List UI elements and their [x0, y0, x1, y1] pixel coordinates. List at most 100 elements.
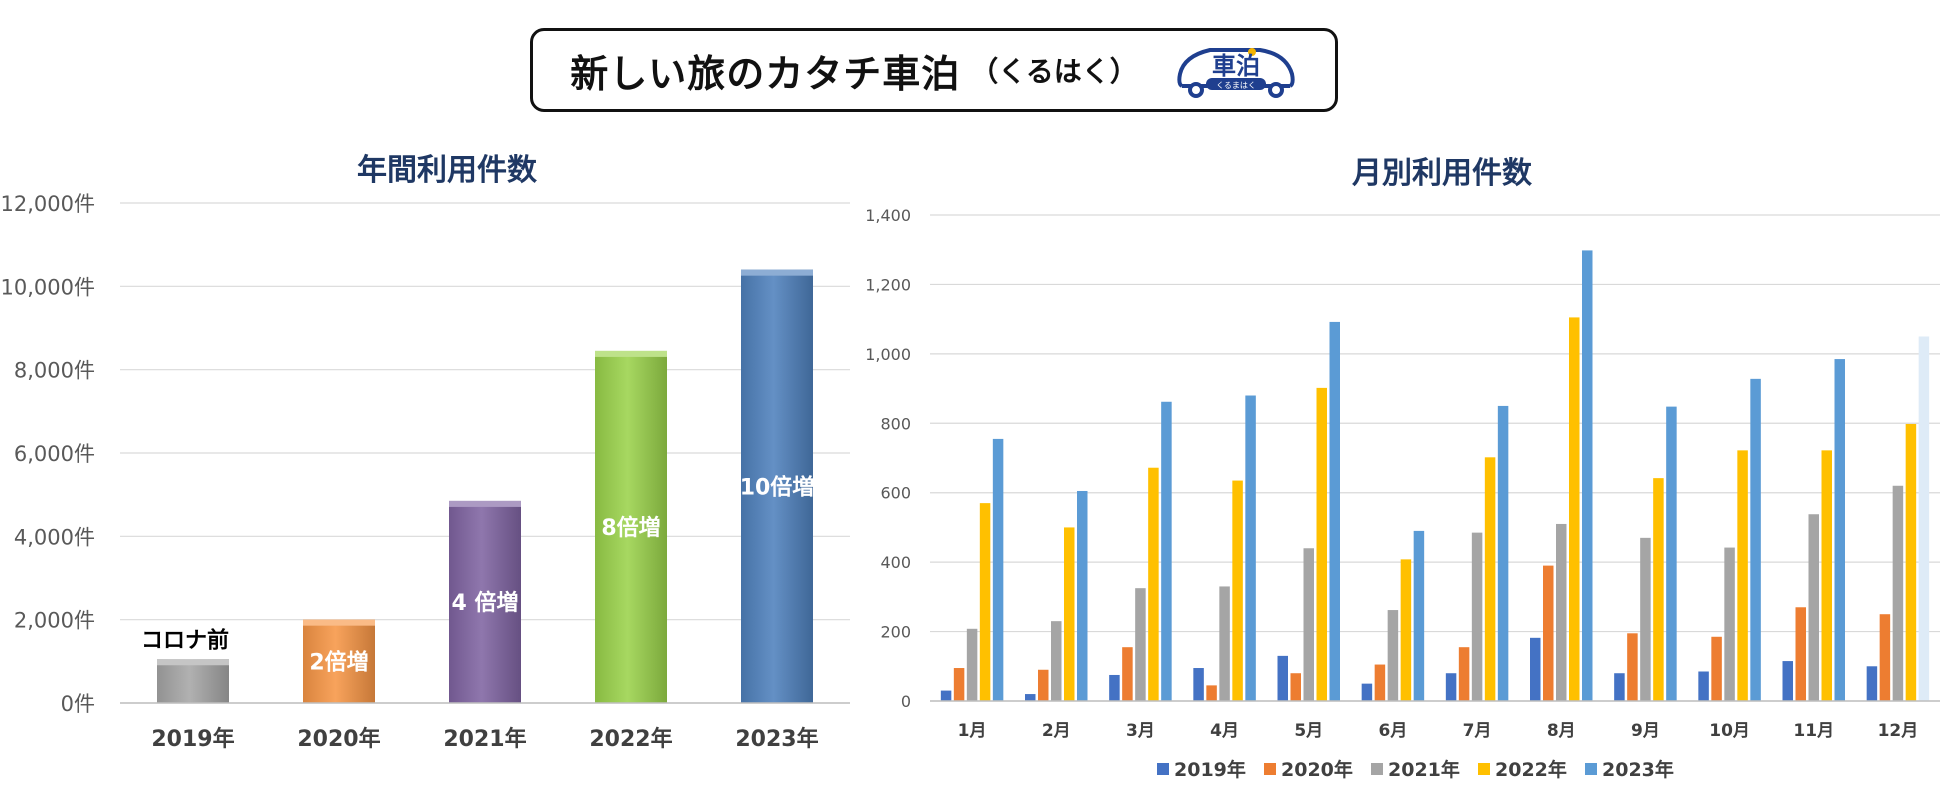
- monthly-bar: [1918, 336, 1930, 701]
- legend-swatch: [1264, 763, 1276, 775]
- monthly-bar: [1640, 537, 1651, 701]
- monthly-bar: [1750, 378, 1761, 701]
- monthly-x-tick-label: 7月: [1463, 721, 1492, 741]
- monthly-bar: [953, 668, 965, 701]
- monthly-bar: [1206, 685, 1217, 701]
- monthly-bar: [1543, 565, 1554, 701]
- monthly-bar: [1316, 387, 1327, 701]
- banner-subtitle: （くるはく）: [970, 55, 1138, 88]
- annual-data-label: 2倍増: [309, 649, 368, 675]
- monthly-x-tick-label: 4月: [1210, 721, 1239, 741]
- monthly-bar: [1277, 655, 1288, 701]
- monthly-bar: [1038, 669, 1049, 701]
- annual-bar-top: [157, 659, 229, 666]
- annual-usage-chart: 年間利用件数 0件 2,000件 4,000件 6,000件 8,000件 10,000件 1…: [1, 153, 850, 752]
- monthly-bar: [1582, 250, 1593, 701]
- monthly-y-tick-label: 1,000: [865, 345, 911, 364]
- monthly-bar: [1614, 673, 1625, 701]
- monthly-bar: [1866, 666, 1878, 701]
- annual-data-label: コロナ前: [141, 627, 229, 653]
- monthly-y-tick-label: 200: [880, 623, 911, 642]
- monthly-chart-title: 月別利用件数: [1352, 156, 1533, 191]
- monthly-bar: [1879, 614, 1891, 701]
- annual-y-tick-label: 8,000件: [14, 359, 95, 383]
- monthly-bar: [1219, 586, 1230, 701]
- legend-label: 2022年: [1495, 758, 1567, 781]
- monthly-x-tick-label: 12月: [1878, 721, 1919, 741]
- monthly-bar: [1413, 530, 1425, 701]
- legend-label: 2023年: [1602, 758, 1674, 781]
- monthly-bar: [1051, 621, 1062, 701]
- legend-swatch: [1157, 763, 1169, 775]
- monthly-bar: [1290, 673, 1301, 701]
- annual-data-label: 4 倍増: [452, 590, 519, 616]
- monthly-bar: [1161, 401, 1172, 701]
- annual-y-tick-label: 0件: [61, 692, 95, 716]
- annual-y-tick-label: 6,000件: [14, 442, 95, 466]
- monthly-x-tick-label: 5月: [1294, 721, 1323, 741]
- monthly-bar: [1361, 683, 1373, 701]
- monthly-bar: [1077, 490, 1088, 701]
- annual-y-tick-label: 2,000件: [14, 609, 95, 633]
- monthly-bar: [1724, 547, 1735, 701]
- logo-text: 車泊: [1212, 52, 1260, 80]
- monthly-bar: [1653, 478, 1664, 701]
- legend-label: 2021年: [1388, 758, 1460, 781]
- annual-x-tick-label: 2021年: [443, 726, 526, 752]
- monthly-bar: [1025, 694, 1036, 701]
- monthly-bar: [979, 503, 991, 701]
- annual-x-tick-label: 2019年: [151, 726, 234, 752]
- monthly-y-tick-label: 600: [880, 484, 911, 503]
- monthly-x-tick-label: 8月: [1547, 721, 1576, 741]
- monthly-bar: [1795, 607, 1806, 701]
- monthly-bar: [1445, 673, 1457, 701]
- monthly-bar: [940, 690, 952, 701]
- title-banner: 新しい旅のカタチ車泊 （くるはく） 車泊 くるまはく: [530, 28, 1338, 112]
- annual-bar: [157, 659, 229, 703]
- banner-title: 新しい旅のカタチ車泊: [570, 51, 961, 96]
- annual-bar-top: [741, 269, 813, 276]
- monthly-bar: [1556, 523, 1567, 701]
- monthly-bar: [1484, 457, 1496, 701]
- monthly-bar: [992, 438, 1004, 701]
- monthly-x-tick-label: 2月: [1042, 721, 1071, 741]
- monthly-usage-chart: 月別利用件数 0 200 400 600 800 1,000 1,200 1,400 1月 2月 3月…: [865, 156, 1940, 781]
- monthly-bar: [1122, 647, 1133, 701]
- monthly-bar: [1905, 423, 1917, 701]
- monthly-bar: [1808, 514, 1819, 701]
- monthly-bar: [1387, 610, 1399, 701]
- monthly-x-tick-label: 9月: [1631, 721, 1660, 741]
- monthly-y-tick-label: 800: [880, 414, 911, 433]
- annual-y-tick-label: 12,000件: [1, 192, 95, 216]
- annual-bar: [741, 269, 813, 703]
- annual-x-tick-label: 2022年: [589, 726, 672, 752]
- annual-bar-top: [595, 350, 667, 357]
- monthly-bar: [1497, 405, 1509, 701]
- legend-swatch: [1371, 763, 1383, 775]
- annual-chart-title: 年間利用件数: [357, 153, 538, 188]
- monthly-y-tick-label: 1,400: [865, 206, 911, 225]
- monthly-bar: [1698, 671, 1709, 701]
- monthly-bar: [1458, 647, 1470, 701]
- logo-subtext: くるまはく: [1216, 81, 1256, 90]
- monthly-y-tick-label: 1,200: [865, 275, 911, 294]
- monthly-x-tick-label: 10月: [1709, 721, 1750, 741]
- annual-y-tick-label: 4,000件: [14, 525, 95, 549]
- monthly-x-tick-label: 11月: [1793, 721, 1834, 741]
- kuruhaku-logo-icon: 車泊 くるまはく: [1177, 48, 1295, 98]
- monthly-bar: [1329, 321, 1340, 701]
- monthly-bar: [1530, 637, 1541, 701]
- monthly-x-tick-label: 6月: [1378, 721, 1407, 741]
- monthly-x-tick-label: 3月: [1126, 721, 1155, 741]
- monthly-bar: [1245, 395, 1256, 701]
- annual-y-tick-label: 10,000件: [1, 275, 95, 299]
- monthly-bar: [1232, 480, 1243, 701]
- annual-data-label: 8倍増: [601, 515, 660, 541]
- monthly-bar: [1374, 664, 1386, 701]
- monthly-bar: [1135, 588, 1146, 701]
- annual-bar: [449, 500, 521, 703]
- annual-bar: [303, 619, 375, 703]
- monthly-bar: [1737, 450, 1748, 701]
- monthly-bar: [1711, 636, 1722, 701]
- monthly-x-tick-label: 1月: [958, 721, 987, 741]
